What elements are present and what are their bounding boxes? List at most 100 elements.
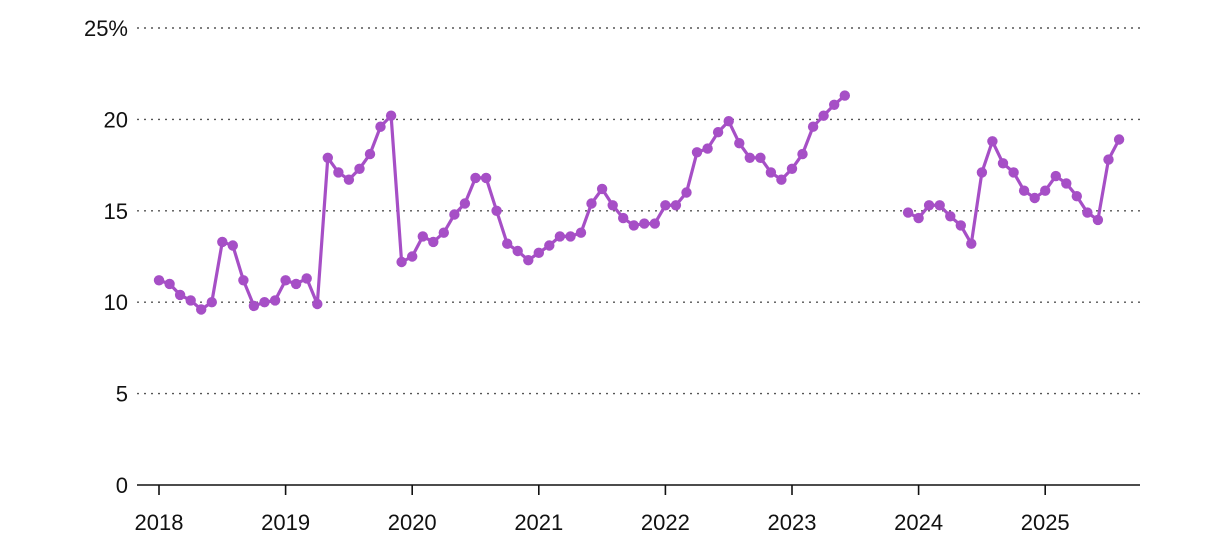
x-tick-label: 2018	[135, 510, 184, 535]
data-point	[449, 209, 460, 220]
data-point	[628, 220, 639, 231]
data-point	[966, 238, 977, 249]
data-point	[354, 163, 365, 174]
data-point	[544, 240, 555, 251]
data-point	[280, 275, 291, 286]
series-line	[906, 137, 1121, 246]
data-point	[670, 200, 682, 211]
data-point	[691, 147, 703, 158]
data-point	[734, 138, 745, 149]
y-gridlines	[137, 27, 1140, 395]
data-point	[248, 300, 260, 312]
data-point	[807, 121, 819, 132]
data-point	[586, 198, 597, 209]
data-point	[238, 275, 249, 286]
data-point	[512, 245, 523, 257]
data-point	[206, 297, 217, 308]
y-tick-label: 15	[104, 199, 128, 224]
data-point	[723, 116, 734, 127]
data-point	[913, 212, 924, 224]
data-point	[744, 152, 755, 163]
data-point	[639, 218, 650, 229]
data-point	[523, 255, 534, 266]
data-point	[502, 238, 513, 249]
data-point	[470, 172, 481, 184]
data-point	[776, 174, 787, 185]
series-line	[157, 93, 847, 312]
data-point	[1092, 214, 1104, 226]
data-point	[1050, 170, 1062, 182]
x-tick-label: 2019	[261, 510, 310, 535]
data-point	[1040, 185, 1051, 196]
y-tick-label: 25%	[84, 16, 128, 41]
data-point	[364, 148, 376, 160]
data-point	[607, 200, 618, 211]
data-point	[407, 251, 418, 262]
data-point	[923, 200, 935, 211]
data-point	[375, 121, 386, 132]
data-point	[1008, 167, 1019, 178]
y-tick-label: 20	[104, 107, 128, 132]
y-tick-label: 10	[104, 290, 128, 315]
data-point	[755, 152, 766, 163]
x-tick-label: 2020	[388, 510, 437, 535]
data-point	[596, 183, 608, 195]
data-point	[491, 205, 502, 216]
data-point	[428, 236, 439, 248]
data-point	[1103, 154, 1114, 165]
series-layer	[153, 90, 1125, 315]
data-point	[227, 240, 238, 251]
data-point	[797, 148, 808, 160]
data-point	[649, 218, 660, 229]
data-point	[1071, 191, 1083, 202]
data-point	[702, 143, 713, 154]
data-point	[290, 278, 302, 290]
x-axis: 2018 2019 2020 2021 2022 2023 2024 2025	[135, 484, 1140, 535]
data-point	[839, 90, 850, 101]
data-point	[1082, 207, 1093, 218]
data-point	[1061, 178, 1072, 189]
data-point	[765, 167, 777, 178]
data-point	[153, 275, 165, 286]
data-point	[174, 289, 186, 301]
data-point	[934, 200, 945, 211]
x-tick-label: 2024	[894, 510, 943, 535]
y-tick-label: 5	[116, 382, 128, 407]
data-point	[618, 212, 629, 224]
data-point	[997, 158, 1009, 169]
data-point	[554, 231, 566, 242]
data-point	[301, 273, 312, 284]
data-point	[196, 304, 207, 315]
x-tick-label: 2023	[768, 510, 817, 535]
data-point	[396, 256, 407, 268]
data-point	[343, 174, 355, 185]
data-point	[712, 127, 724, 138]
y-tick-label: 0	[116, 473, 128, 498]
data-point	[955, 220, 966, 231]
data-point	[976, 167, 988, 178]
data-point	[438, 227, 449, 238]
data-point	[533, 247, 544, 258]
data-point	[1029, 192, 1040, 204]
data-point	[417, 231, 428, 242]
data-point	[259, 297, 270, 308]
data-point	[902, 207, 914, 218]
data-point	[185, 295, 196, 306]
x-tick-label: 2022	[641, 510, 690, 535]
data-point	[829, 99, 840, 111]
data-point	[217, 236, 228, 248]
data-point	[312, 298, 323, 310]
data-point	[385, 110, 397, 121]
data-point	[480, 172, 492, 184]
data-point	[818, 110, 829, 121]
data-point	[164, 278, 175, 290]
x-tick-label: 2025	[1021, 510, 1070, 535]
data-point	[660, 200, 671, 211]
data-point	[945, 211, 956, 222]
data-point	[1113, 134, 1125, 145]
y-axis-tick-labels: 0 5 10 15 20 25%	[84, 16, 128, 498]
data-point	[987, 136, 998, 147]
data-point	[1018, 185, 1030, 196]
data-point	[565, 231, 576, 242]
